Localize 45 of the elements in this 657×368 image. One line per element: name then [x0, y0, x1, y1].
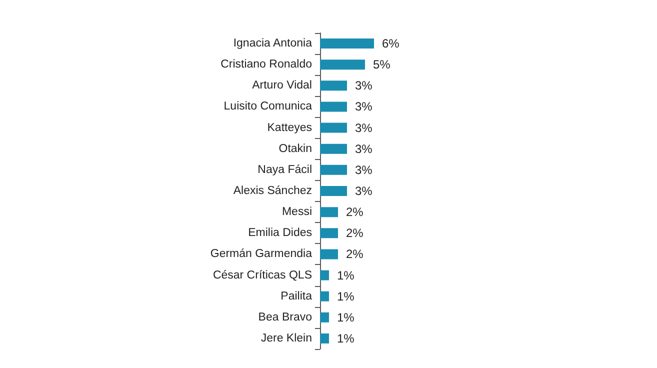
bar	[320, 249, 338, 260]
bar	[320, 80, 347, 91]
data-label: 1%	[337, 289, 355, 304]
data-label: 3%	[355, 78, 373, 93]
data-label: 2%	[346, 226, 364, 240]
bar	[320, 164, 347, 175]
y-tick-label: Cristiano Ronaldo	[220, 58, 312, 71]
y-tick-label: Katteyes	[267, 122, 312, 134]
bar	[320, 312, 329, 322]
y-tick-label: Arturo Vidal	[252, 80, 312, 92]
bar	[320, 333, 329, 344]
bar	[320, 144, 347, 154]
y-tick-label: Messi	[282, 206, 312, 218]
bar	[320, 102, 347, 112]
data-label: 6%	[382, 36, 400, 51]
y-tick-label: Ignacia Antonia	[233, 38, 313, 50]
data-label: 3%	[355, 162, 373, 177]
data-label: 3%	[355, 100, 373, 114]
bar	[320, 228, 338, 238]
y-tick-label: Luisito Comunica	[224, 100, 313, 113]
y-tick-label: César Críticas QLS	[212, 269, 312, 282]
y-tick-label: Emilia Dides	[248, 227, 312, 240]
bar	[320, 207, 338, 218]
y-tick-label: Bea Bravo	[258, 311, 312, 324]
data-label: 3%	[355, 142, 373, 156]
y-tick-label: Pailita	[280, 290, 313, 302]
data-label: 3%	[355, 120, 373, 135]
data-label: 2%	[346, 205, 364, 220]
bar	[320, 38, 374, 49]
bar	[320, 186, 347, 196]
y-tick-label: Jere Klein	[260, 332, 312, 344]
data-label: 5%	[373, 58, 391, 72]
y-tick-label: Naya Fácil	[258, 164, 312, 176]
y-tick-label: Germán Garmendia	[210, 248, 313, 260]
data-label: 3%	[355, 184, 373, 198]
bar	[320, 291, 329, 302]
y-tick-label: Otakin	[278, 142, 312, 155]
data-label: 2%	[346, 247, 364, 262]
data-label: 1%	[337, 310, 355, 324]
bar	[320, 60, 365, 70]
data-label: 1%	[337, 331, 355, 346]
data-label: 1%	[337, 268, 355, 282]
bar	[320, 270, 329, 280]
bar	[320, 122, 347, 133]
y-tick-label: Alexis Sánchez	[233, 185, 312, 197]
